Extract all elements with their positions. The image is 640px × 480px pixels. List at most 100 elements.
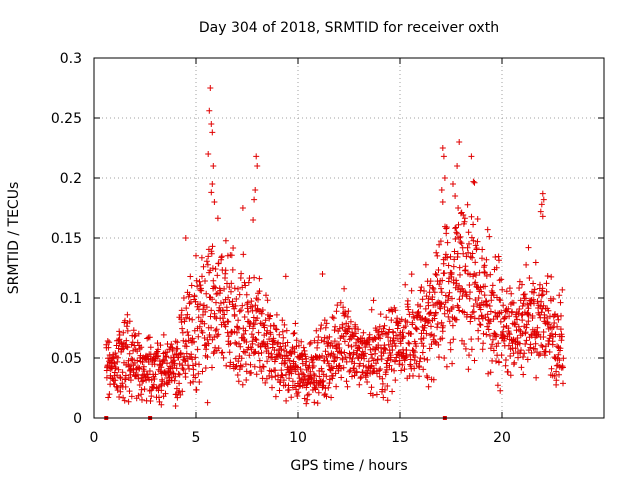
data-point (348, 343, 355, 350)
data-point (250, 217, 257, 223)
data-point (413, 325, 420, 332)
data-point (180, 366, 187, 373)
data-point (163, 353, 170, 360)
data-point (418, 284, 425, 291)
data-point (139, 378, 146, 385)
data-point (331, 338, 338, 345)
data-point (221, 285, 228, 292)
data-point (193, 252, 199, 259)
data-point (141, 386, 148, 393)
data-point (256, 275, 263, 282)
data-point (532, 345, 539, 352)
data-point (128, 393, 135, 400)
data-point (148, 377, 155, 384)
y-tick-label: 0.05 (51, 351, 82, 367)
data-point (445, 262, 452, 269)
data-point (202, 365, 209, 371)
data-point (401, 366, 408, 373)
data-point (441, 175, 448, 181)
data-point (239, 284, 246, 291)
data-point (288, 370, 295, 377)
data-point (274, 340, 281, 347)
data-point (319, 352, 326, 359)
data-point (433, 272, 440, 278)
data-point (240, 331, 247, 337)
data-point (398, 367, 405, 374)
data-point (286, 375, 293, 382)
y-tick-label: 0.15 (51, 231, 82, 247)
data-point (212, 284, 219, 291)
data-point (208, 189, 215, 196)
data-point (113, 383, 120, 390)
y-axis-label: SRMTID / TECUs (6, 182, 22, 295)
data-point (373, 391, 380, 398)
data-point (240, 348, 247, 355)
data-point (275, 339, 282, 346)
data-point (521, 350, 528, 357)
data-point (539, 213, 546, 220)
data-point (548, 273, 555, 280)
data-point (406, 311, 413, 318)
data-point (487, 308, 494, 315)
data-point (198, 254, 205, 261)
data-point (521, 291, 528, 298)
data-point (482, 301, 489, 308)
data-point (423, 330, 430, 337)
data-point (469, 309, 476, 316)
data-point (188, 282, 195, 289)
data-point (539, 343, 546, 350)
data-point (295, 342, 302, 349)
data-point (222, 267, 229, 274)
data-point (487, 369, 494, 376)
data-point (472, 242, 479, 249)
data-point (522, 295, 529, 302)
data-point (273, 311, 280, 318)
data-point (507, 301, 514, 308)
data-point (397, 340, 404, 347)
data-point (321, 317, 328, 324)
data-point (236, 308, 243, 315)
data-point (235, 317, 242, 324)
data-point (292, 320, 299, 327)
data-point (431, 289, 438, 296)
data-point (362, 374, 369, 381)
data-point (431, 315, 438, 322)
data-point (220, 354, 227, 361)
data-point (245, 308, 252, 315)
data-point (311, 372, 318, 379)
data-point (234, 324, 241, 331)
data-point (419, 349, 426, 356)
data-point (519, 281, 525, 288)
data-point (114, 354, 121, 361)
data-point (430, 285, 437, 292)
data-point (232, 364, 239, 370)
data-point (439, 145, 446, 151)
data-point (283, 327, 290, 334)
data-point (315, 389, 322, 396)
data-point (128, 355, 135, 362)
data-point (489, 282, 496, 289)
data-point (225, 294, 232, 301)
data-point (453, 316, 460, 323)
data-point (204, 261, 211, 268)
data-point (247, 320, 254, 326)
data-point (543, 288, 550, 295)
data-point (422, 261, 429, 268)
data-point (558, 337, 565, 344)
data-point (481, 292, 488, 299)
data-point (353, 350, 360, 357)
data-point (230, 245, 237, 251)
data-point (196, 379, 203, 385)
data-point (480, 340, 487, 347)
data-point (248, 369, 255, 376)
data-point (404, 297, 411, 304)
data-point (194, 346, 201, 353)
data-point (392, 307, 399, 314)
data-point (468, 346, 475, 353)
data-point (269, 384, 275, 391)
data-point (235, 358, 242, 365)
data-point (256, 288, 263, 295)
data-point (303, 400, 310, 407)
data-point (451, 256, 458, 263)
